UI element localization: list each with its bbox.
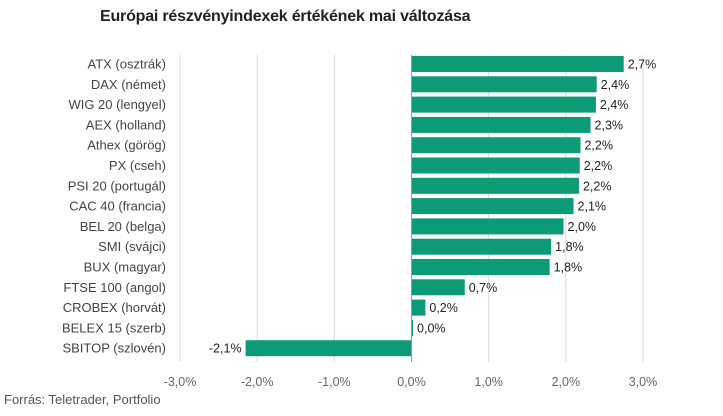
data-label: 0,7% <box>469 281 498 295</box>
data-label: 0,0% <box>417 321 446 335</box>
category-label: WIG 20 (lengyel) <box>68 97 166 112</box>
bar <box>411 319 414 336</box>
bar <box>411 137 581 154</box>
bar <box>411 198 574 215</box>
bar <box>411 279 465 296</box>
data-label: 2,4% <box>601 78 630 92</box>
category-label: FTSE 100 (angol) <box>63 280 166 295</box>
data-label: 2,2% <box>584 139 613 153</box>
category-label: PSI 20 (portugál) <box>68 178 166 193</box>
bar <box>411 76 597 93</box>
category-label: PX (cseh) <box>109 158 166 173</box>
data-label: 1,8% <box>554 261 583 275</box>
category-label: ATX (osztrák) <box>88 57 167 72</box>
data-label: 2,3% <box>595 118 624 132</box>
bar <box>411 299 426 316</box>
x-tick-label: 0,0% <box>397 375 426 389</box>
data-label: 2,4% <box>600 98 629 112</box>
category-label: AEX (holland) <box>86 117 166 132</box>
bar <box>411 96 596 113</box>
data-label: -2,1% <box>209 342 242 356</box>
category-label: SMI (svájci) <box>98 239 166 254</box>
category-label: DAX (német) <box>91 77 166 92</box>
chart-title: Európai részvényindexek értékének mai vá… <box>100 8 471 25</box>
bar <box>411 157 580 174</box>
category-label: CAC 40 (francia) <box>69 199 166 214</box>
data-label: 0,2% <box>429 301 458 315</box>
bar <box>411 218 564 235</box>
data-label: 2,2% <box>584 159 613 173</box>
bar <box>245 340 412 357</box>
category-label: BEL 20 (belga) <box>80 219 166 234</box>
x-tick-label: 2,0% <box>552 375 581 389</box>
x-tick-label: -1,0% <box>318 375 351 389</box>
data-label: 2,7% <box>628 58 657 72</box>
category-label: SBITOP (szlovén) <box>62 341 166 356</box>
x-tick-label: -2,0% <box>241 375 274 389</box>
category-label: BUX (magyar) <box>84 260 166 275</box>
x-tick-label: -3,0% <box>164 375 197 389</box>
category-label: BELEX 15 (szerb) <box>62 320 166 335</box>
data-label: 2,1% <box>578 200 607 214</box>
category-label: Athex (görög) <box>87 138 166 153</box>
data-label: 2,2% <box>583 179 612 193</box>
x-tick-label: 3,0% <box>629 375 658 389</box>
bar <box>411 259 550 275</box>
source-note: Forrás: Teletrader, Portfolio <box>4 392 161 407</box>
data-label: 1,8% <box>555 240 584 254</box>
bar <box>411 116 591 133</box>
x-tick-label: 1,0% <box>474 375 503 389</box>
bar <box>411 177 579 194</box>
bar <box>411 238 552 255</box>
bar <box>411 56 624 72</box>
category-label: CROBEX (horvát) <box>63 300 166 315</box>
data-label: 2,0% <box>568 220 597 234</box>
